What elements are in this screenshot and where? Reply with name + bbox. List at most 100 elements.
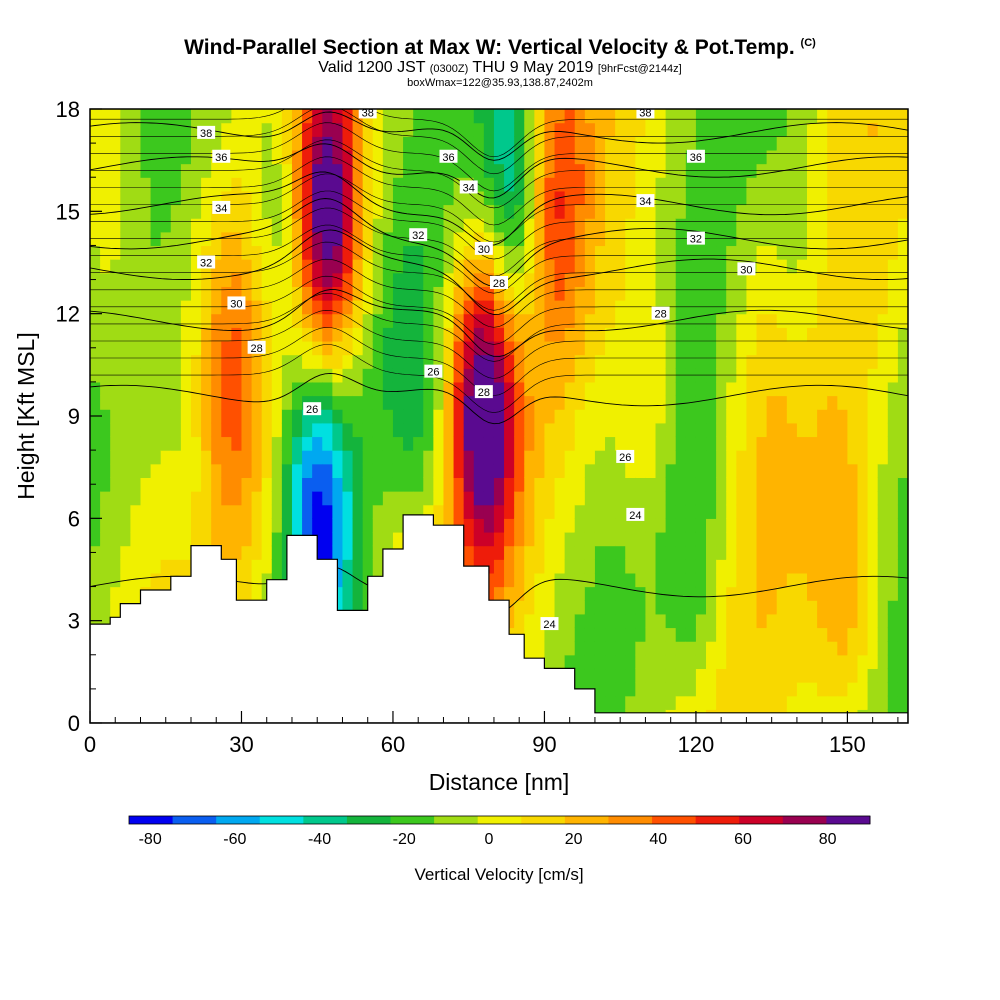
velocity-cell bbox=[170, 190, 182, 206]
velocity-cell bbox=[322, 491, 333, 506]
contour-labels: 3836343230282638363432302826283836343230… bbox=[197, 109, 756, 631]
velocity-cell bbox=[807, 695, 818, 710]
velocity-cell bbox=[655, 327, 667, 342]
velocity-cell bbox=[756, 149, 768, 165]
velocity-cell bbox=[645, 177, 657, 192]
velocity-cell bbox=[453, 300, 465, 315]
velocity-cell bbox=[655, 518, 667, 533]
velocity-cell bbox=[362, 177, 374, 192]
velocity-cell bbox=[140, 190, 152, 206]
velocity-cell bbox=[100, 545, 111, 560]
velocity-cell bbox=[594, 300, 606, 315]
velocity-cell bbox=[211, 409, 222, 424]
velocity-cell bbox=[887, 109, 899, 124]
velocity-cell bbox=[271, 504, 283, 519]
velocity-cell bbox=[594, 327, 606, 342]
velocity-cell bbox=[685, 163, 697, 178]
velocity-cell bbox=[413, 436, 424, 451]
velocity-cell bbox=[130, 286, 142, 301]
velocity-cell bbox=[736, 559, 748, 574]
velocity-cell bbox=[877, 245, 889, 260]
velocity-cell bbox=[645, 381, 657, 397]
velocity-cell bbox=[786, 354, 798, 369]
velocity-cell bbox=[766, 436, 778, 451]
velocity-cell bbox=[847, 149, 859, 165]
velocity-cell bbox=[231, 163, 243, 178]
velocity-cell bbox=[625, 395, 636, 410]
velocity-cell bbox=[645, 259, 657, 274]
velocity-cell bbox=[140, 395, 152, 410]
velocity-cell bbox=[302, 409, 313, 424]
velocity-cell bbox=[352, 149, 364, 165]
velocity-cell bbox=[897, 682, 908, 697]
velocity-cell bbox=[170, 218, 182, 233]
velocity-cell bbox=[352, 477, 364, 492]
velocity-cell bbox=[180, 463, 192, 478]
velocity-cell bbox=[766, 177, 778, 192]
velocity-cell bbox=[110, 136, 121, 151]
velocity-cell bbox=[726, 518, 737, 533]
velocity-cell bbox=[362, 545, 374, 560]
velocity-cell bbox=[584, 477, 596, 492]
velocity-cell bbox=[352, 518, 364, 533]
velocity-cell bbox=[635, 395, 647, 410]
velocity-cell bbox=[534, 422, 546, 438]
velocity-cell bbox=[685, 354, 697, 369]
velocity-cell bbox=[463, 149, 475, 165]
velocity-cell bbox=[564, 286, 576, 301]
velocity-cell bbox=[281, 109, 293, 124]
velocity-cell bbox=[827, 163, 838, 178]
velocity-cell bbox=[170, 477, 182, 492]
contour-label-box bbox=[636, 109, 655, 119]
velocity-cell bbox=[403, 340, 414, 356]
velocity-cell bbox=[817, 340, 828, 356]
velocity-cell bbox=[736, 327, 748, 342]
velocity-cell bbox=[211, 491, 222, 506]
velocity-cell bbox=[433, 504, 445, 519]
velocity-cell bbox=[251, 586, 263, 601]
velocity-cell bbox=[110, 149, 121, 165]
velocity-cell bbox=[433, 422, 445, 438]
velocity-cell bbox=[726, 600, 737, 615]
colorbar-swatch bbox=[477, 816, 522, 824]
velocity-cell bbox=[887, 218, 899, 233]
velocity-cell bbox=[675, 436, 687, 451]
velocity-cell bbox=[90, 122, 101, 137]
velocity-cell bbox=[160, 572, 172, 588]
velocity-cell bbox=[564, 559, 576, 574]
velocity-cell bbox=[564, 381, 576, 397]
velocity-cell bbox=[706, 641, 717, 656]
velocity-cell bbox=[796, 354, 808, 369]
velocity-cell bbox=[150, 190, 162, 206]
velocity-cell bbox=[615, 259, 626, 274]
velocity-cell bbox=[140, 245, 152, 260]
velocity-cell bbox=[625, 668, 636, 683]
velocity-cell bbox=[716, 149, 727, 165]
velocity-cell bbox=[655, 559, 667, 574]
velocity-cell bbox=[201, 340, 212, 356]
velocity-cell bbox=[817, 231, 828, 247]
velocity-cell bbox=[534, 381, 546, 397]
velocity-cell bbox=[443, 477, 455, 492]
velocity-cell bbox=[574, 245, 586, 260]
velocity-cell bbox=[453, 395, 465, 410]
velocity-cell bbox=[786, 409, 798, 424]
contour-label-box bbox=[540, 617, 559, 631]
velocity-cell bbox=[261, 218, 273, 233]
velocity-cell bbox=[231, 531, 243, 547]
velocity-cell bbox=[786, 613, 798, 629]
velocity-cell bbox=[655, 395, 667, 410]
velocity-cell bbox=[201, 313, 212, 328]
velocity-cell bbox=[110, 559, 121, 574]
velocity-cell bbox=[574, 149, 586, 165]
velocity-cell bbox=[120, 477, 131, 492]
velocity-cell bbox=[695, 627, 707, 642]
contour-label-box bbox=[212, 149, 231, 163]
velocity-cell bbox=[261, 518, 273, 533]
velocity-cell bbox=[372, 300, 384, 315]
velocity-cell bbox=[544, 559, 556, 574]
velocity-cell bbox=[281, 218, 293, 233]
velocity-cell bbox=[685, 545, 697, 560]
velocity-cell bbox=[211, 381, 222, 397]
velocity-cell bbox=[706, 627, 717, 642]
